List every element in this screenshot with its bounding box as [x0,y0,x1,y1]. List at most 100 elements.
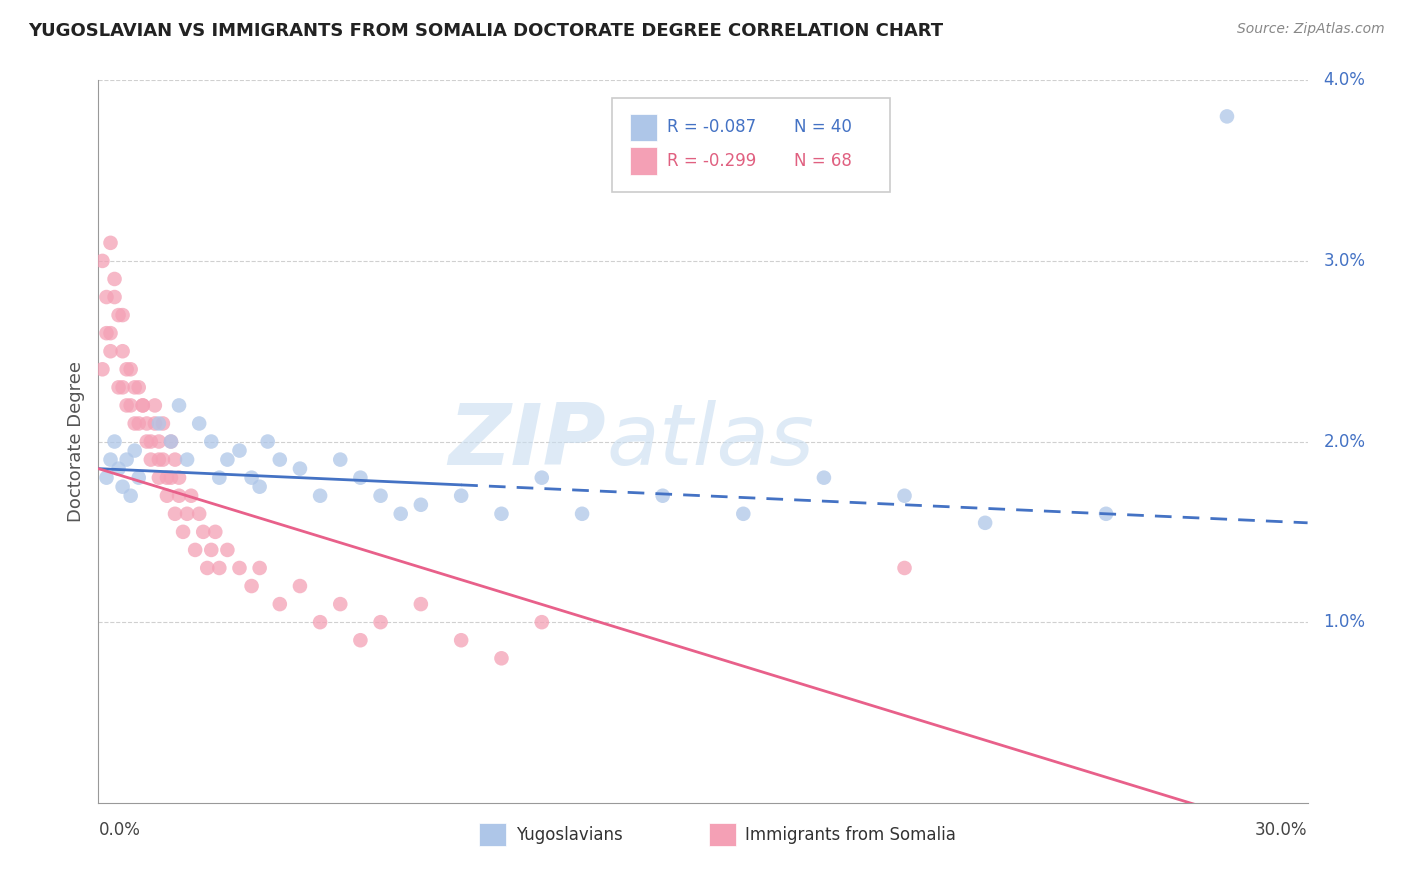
Point [132,398,155,412]
Text: Immigrants from Somalia: Immigrants from Somalia [745,826,956,844]
Point [249,480,271,494]
Point [571,507,593,521]
Point [120,362,142,376]
Point [111,380,134,394]
Point [217,452,239,467]
Point [893,489,915,503]
Point [163,452,186,467]
Point [139,434,162,449]
Point [100,326,122,340]
Point [107,461,129,475]
Point [256,434,278,449]
Point [148,471,170,485]
Point [103,434,125,449]
Point [96,471,118,485]
Point [288,579,311,593]
Point [240,471,263,485]
Point [195,561,218,575]
Point [249,561,271,575]
Point [228,443,250,458]
Point [200,542,222,557]
Point [107,308,129,322]
Point [107,380,129,394]
Point [329,597,352,611]
Text: ZIP: ZIP [449,400,606,483]
Point [349,471,371,485]
Point [160,471,183,485]
FancyBboxPatch shape [630,113,657,141]
Point [813,471,835,485]
Point [128,471,150,485]
Point [135,434,157,449]
Point [143,417,166,431]
Point [100,344,122,359]
Point [893,561,915,575]
Point [96,290,118,304]
Point [491,507,513,521]
Point [176,507,198,521]
Point [204,524,226,539]
Point [370,615,392,630]
Text: R = -0.087: R = -0.087 [666,119,756,136]
Point [651,489,673,503]
Point [288,461,311,475]
Text: 4.0%: 4.0% [1323,71,1365,89]
Point [167,489,190,503]
Point [349,633,371,648]
Text: N = 68: N = 68 [793,153,852,170]
Point [409,597,432,611]
Text: R = -0.299: R = -0.299 [666,153,756,170]
FancyBboxPatch shape [709,823,735,847]
Point [269,452,291,467]
Point [128,380,150,394]
Point [115,452,138,467]
Point [160,434,183,449]
Point [128,417,150,431]
Point [208,561,231,575]
Point [450,489,472,503]
Text: 3.0%: 3.0% [1323,252,1365,270]
Text: N = 40: N = 40 [793,119,852,136]
Point [120,398,142,412]
Point [156,471,179,485]
Point [329,452,352,467]
Point [309,489,332,503]
Point [240,579,263,593]
Point [389,507,412,521]
Point [228,561,250,575]
Point [103,272,125,286]
Point [100,235,122,250]
Point [143,398,166,412]
Point [370,489,392,503]
Point [132,398,155,412]
Point [974,516,997,530]
Point [115,398,138,412]
Point [200,434,222,449]
Point [124,443,146,458]
Point [103,290,125,304]
FancyBboxPatch shape [613,98,890,193]
Point [167,471,190,485]
Point [152,417,174,431]
Text: Yugoslavians: Yugoslavians [516,826,623,844]
Text: 1.0%: 1.0% [1323,613,1365,632]
Point [309,615,332,630]
Point [193,524,215,539]
Point [148,417,170,431]
Point [120,489,142,503]
Point [111,344,134,359]
Point [409,498,432,512]
Point [96,326,118,340]
Point [733,507,755,521]
Point [208,471,231,485]
Text: atlas: atlas [606,400,814,483]
Point [111,308,134,322]
Point [91,362,114,376]
Point [188,417,211,431]
Point [152,452,174,467]
Point [100,452,122,467]
Point [188,507,211,521]
Point [530,615,553,630]
Point [148,434,170,449]
Text: 2.0%: 2.0% [1323,433,1365,450]
